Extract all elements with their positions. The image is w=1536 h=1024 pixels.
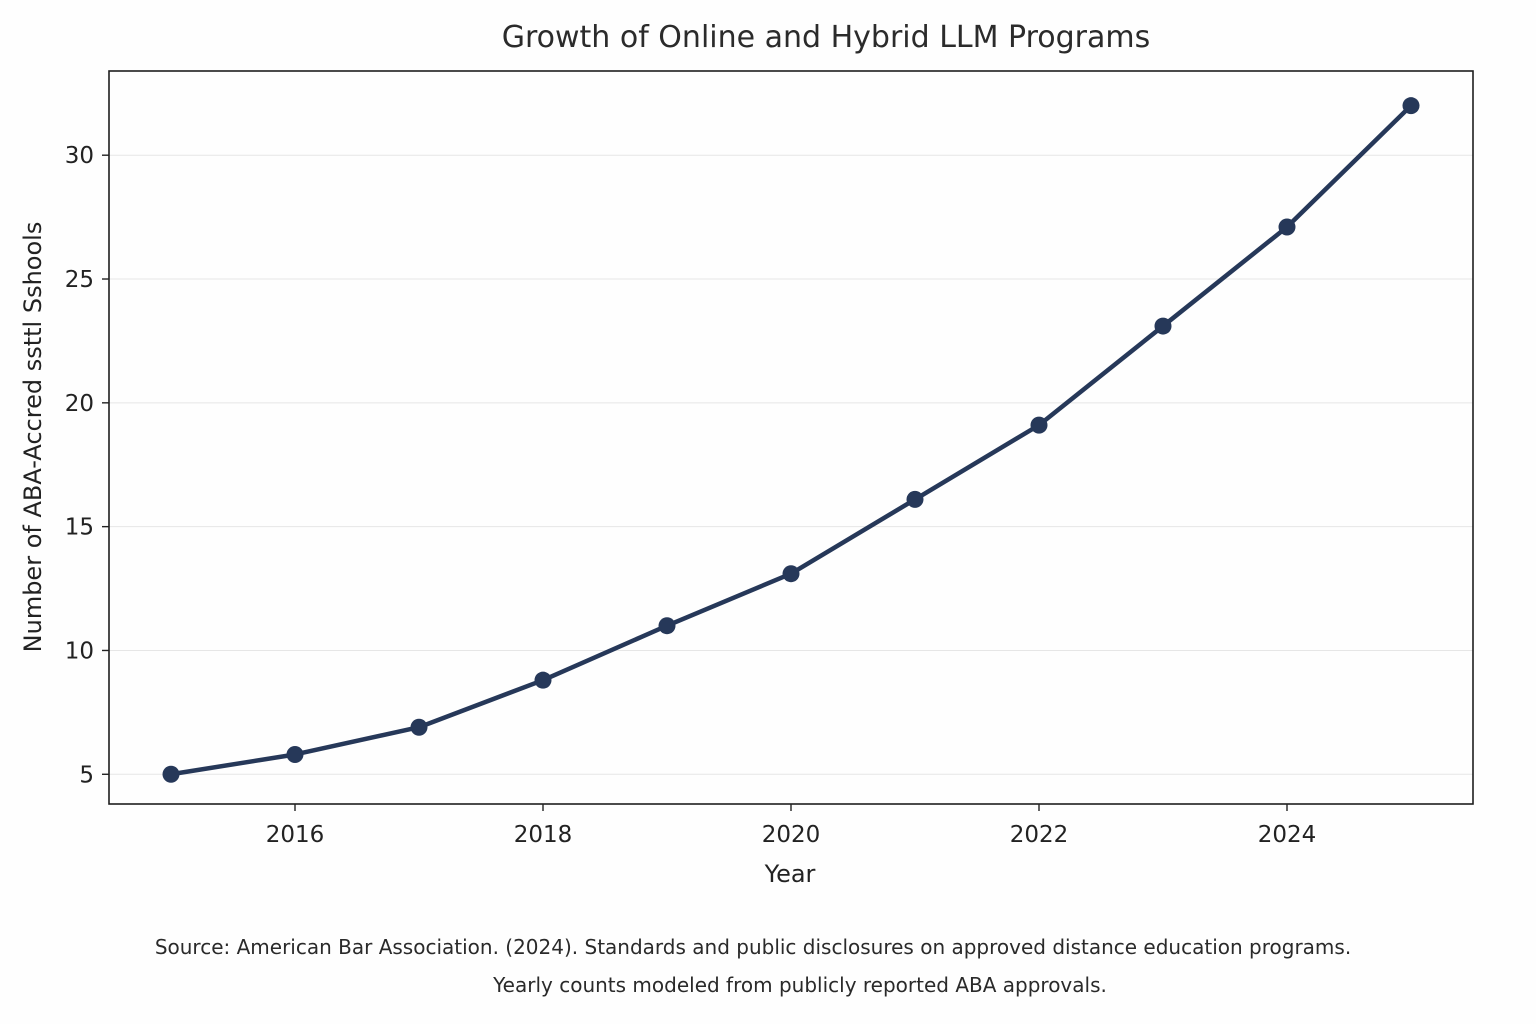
series-line	[168, 103, 1414, 777]
data-point-marker	[1154, 317, 1172, 335]
x-tick-label: 2016	[266, 822, 325, 848]
source-note-line-2: Yearly counts modeled from publicly repo…	[492, 973, 1107, 997]
y-tick-label: 5	[79, 762, 94, 788]
data-point-marker	[286, 745, 304, 763]
x-tick-label: 2018	[514, 822, 573, 848]
series-layer	[162, 97, 1420, 783]
x-tick-label: 2022	[1010, 822, 1069, 848]
gridlines	[109, 154, 1473, 775]
y-tick-label: 15	[65, 515, 94, 541]
x-tick-label: 2020	[762, 822, 821, 848]
data-point-marker	[1030, 416, 1048, 434]
data-point-marker	[410, 718, 428, 736]
data-point-marker	[658, 617, 676, 635]
source-note-line-1: Source: American Bar Association. (2024)…	[155, 935, 1351, 959]
data-point-marker	[782, 565, 800, 583]
x-axis-label: Year	[764, 860, 816, 888]
axis-ticks: 5 10 15 20 25 30 2016 2018 2020 2022 2024	[65, 143, 1317, 848]
y-tick-label: 20	[65, 391, 94, 417]
plot-frame	[108, 70, 1474, 805]
data-point-marker	[1402, 97, 1420, 115]
y-tick-label: 25	[65, 267, 94, 293]
y-axis-label: Number of ABA-Accred ssttl Sshools	[19, 222, 47, 653]
x-tick-label: 2024	[1258, 822, 1317, 848]
y-tick-label: 30	[65, 143, 94, 169]
data-point-marker	[906, 490, 924, 508]
chart-title: Growth of Online and Hybrid LLM Programs	[502, 20, 1151, 55]
y-tick-label: 10	[65, 638, 94, 664]
data-point-marker	[1278, 218, 1296, 236]
data-point-marker	[534, 671, 552, 689]
data-point-marker	[162, 765, 180, 783]
